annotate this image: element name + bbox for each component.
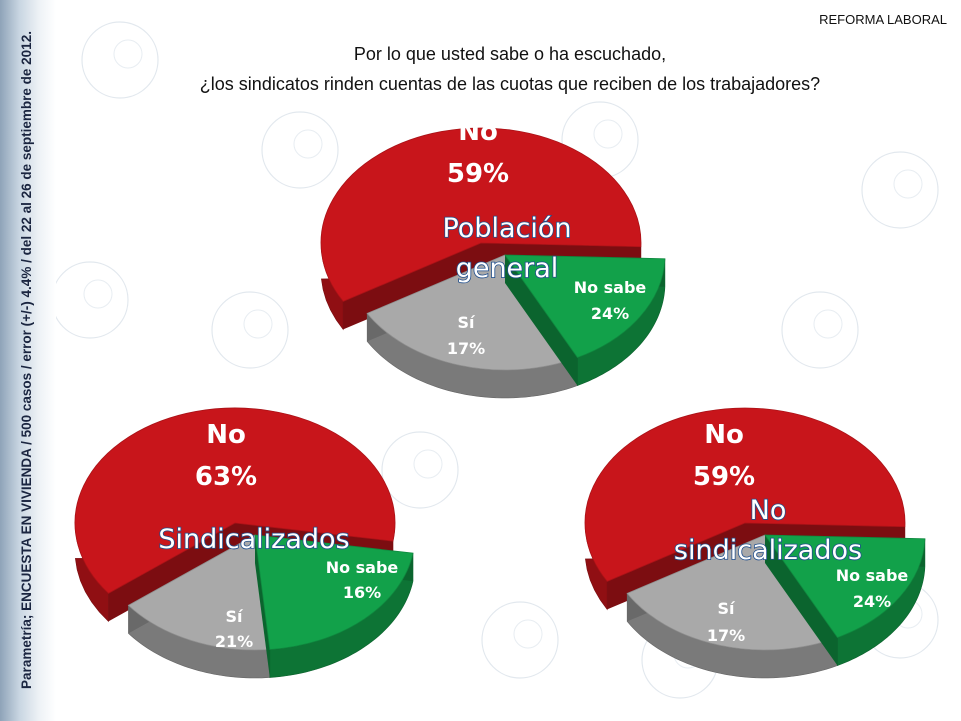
slice-value-no: 59%	[693, 462, 755, 492]
chart-title: No	[750, 495, 787, 526]
pie-slice-no-sabe	[127, 534, 271, 651]
pie-slice-edge	[765, 535, 838, 666]
pattern-circle	[211, 291, 289, 369]
slice-label-no: No	[458, 117, 498, 147]
slice-value-si: 17%	[707, 626, 745, 645]
pattern-circle	[481, 601, 559, 679]
slice-value-no-sabe: 24%	[591, 304, 629, 323]
pattern-circle	[243, 309, 273, 339]
slice-label-si: Sí	[717, 599, 736, 618]
slice-value-no-sabe: 16%	[343, 583, 381, 602]
pattern-circle	[381, 431, 459, 509]
slice-value-si: 17%	[447, 339, 485, 358]
pie-slice-sí	[764, 534, 926, 639]
pattern-circle	[861, 151, 939, 229]
question-line-2: ¿los sindicatos rinden cuentas de las cu…	[199, 74, 821, 94]
pattern-circle	[81, 21, 159, 99]
pattern-circle	[113, 39, 143, 69]
pie-chart-2: No 63% Sí 21% No sabe 16% Sindicalizados	[74, 407, 414, 679]
pattern-circle	[413, 449, 443, 479]
slice-label-si: Sí	[225, 607, 244, 626]
chart-title: Población	[442, 213, 571, 244]
slice-label-no: No	[704, 420, 744, 450]
pie-slice-sí	[254, 534, 414, 650]
slice-value-no: 59%	[447, 159, 509, 189]
pie-slice-sí	[504, 254, 666, 359]
pattern-circle	[593, 119, 623, 149]
pattern-circle	[513, 619, 543, 649]
slice-label-si: Sí	[457, 313, 476, 332]
chart-title: sindicalizados	[674, 535, 862, 566]
pie-slice-no	[320, 127, 642, 302]
sidebar-strip: Parametría; ENCUESTA EN VIVIENDA / 500 c…	[0, 0, 56, 721]
pie-slice-edge	[343, 243, 481, 330]
pattern-circle	[83, 279, 113, 309]
question-line-1: Por lo que usted sabe o ha escuchado,	[353, 44, 667, 64]
pie-slice-edge	[108, 523, 235, 622]
pie-slice-no	[74, 407, 396, 594]
pattern-circle	[293, 129, 323, 159]
chart-title: general	[456, 253, 559, 284]
pie-slice-edge	[505, 255, 578, 386]
slice-value-no-sabe: 24%	[853, 592, 891, 611]
pie-slice-edge	[255, 535, 270, 678]
slice-label-no-sabe: No sabe	[326, 558, 399, 577]
slice-label-no-sabe: No sabe	[836, 566, 909, 585]
slice-value-no: 63%	[195, 462, 257, 492]
pie-slice-no	[584, 407, 906, 582]
slice-label-no-sabe: No sabe	[574, 278, 647, 297]
slice-label-no: No	[206, 420, 246, 450]
pattern-circle	[781, 291, 859, 369]
slice-value-si: 21%	[215, 632, 253, 651]
pie-chart-1: No 59% Sí 17% No sabe 24% Población general	[320, 117, 666, 399]
pattern-circle	[813, 309, 843, 339]
pattern-circle	[893, 169, 923, 199]
chart-title: Sindicalizados	[158, 524, 349, 555]
section-tag: REFORMA LABORAL	[819, 12, 947, 27]
pattern-circle	[261, 111, 339, 189]
